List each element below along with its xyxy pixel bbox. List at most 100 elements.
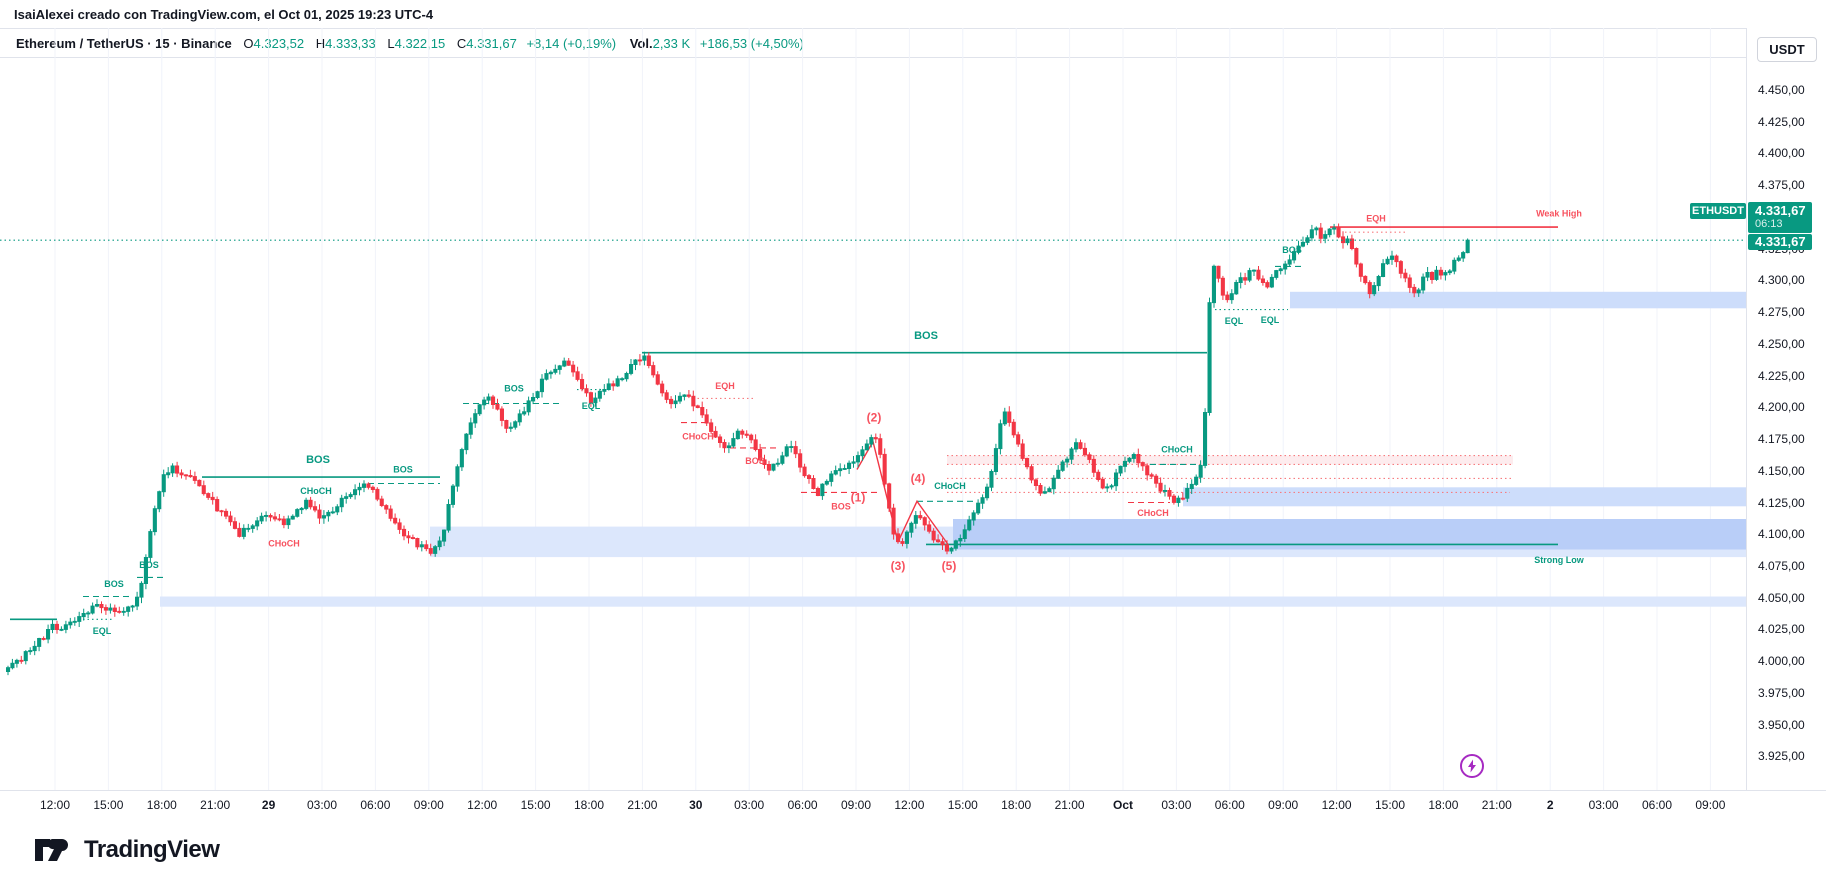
time-tick-label: 15:00 xyxy=(520,798,551,812)
symbol-title[interactable]: Ethereum / TetherUS · 15 · Binance xyxy=(16,36,232,51)
price-tick-label: 4.000,00 xyxy=(1758,654,1805,669)
tradingview-logo-icon xyxy=(35,839,68,861)
price-line-tag: 4.331,67 xyxy=(1748,234,1812,250)
time-tick-label: 03:00 xyxy=(306,798,338,812)
low-label: L xyxy=(387,36,395,51)
chart-canvas[interactable]: BOS EQL BOS BOS CHoCH CHoCH BOS BOS EQL EQH CHoCH B… xyxy=(0,28,1746,790)
symbol-price-tag: ETHUSDT xyxy=(1690,203,1746,219)
price-tick-label: 4.225,00 xyxy=(1758,368,1805,383)
time-tick-label: 21:00 xyxy=(1481,798,1512,812)
price-axis[interactable]: 4.450,004.425,004.400,004.375,004.350,00… xyxy=(1746,28,1826,790)
price-tick-label: 4.075,00 xyxy=(1758,558,1805,573)
price-tick-label: 4.425,00 xyxy=(1758,114,1805,129)
svg-text:BOS: BOS xyxy=(745,456,765,466)
time-tick-label: 21:00 xyxy=(200,798,231,812)
svg-text:CHoCH: CHoCH xyxy=(682,432,714,442)
flash-icon[interactable] xyxy=(1460,754,1484,778)
time-tick-label: 09:00 xyxy=(413,798,444,812)
time-tick-label: 30 xyxy=(689,798,703,812)
svg-text:BOS: BOS xyxy=(504,383,524,393)
time-tick-label: 21:00 xyxy=(627,798,658,812)
time-tick-label: 09:00 xyxy=(840,798,872,812)
price-tick-label: 4.150,00 xyxy=(1758,463,1805,478)
currency-toggle-button[interactable]: USDT xyxy=(1757,37,1817,62)
price-tick-label: 4.300,00 xyxy=(1758,273,1805,288)
price-tick-label: 3.925,00 xyxy=(1758,749,1805,764)
time-tick-label: 06:00 xyxy=(1214,798,1245,812)
svg-text:EQH: EQH xyxy=(1366,213,1386,223)
svg-text:EQL: EQL xyxy=(93,626,112,636)
svg-text:CHoCH: CHoCH xyxy=(1137,508,1169,518)
high-value: 4.333,33 xyxy=(325,36,376,51)
volume-value: 2,33 K xyxy=(652,36,691,51)
svg-text:BOS: BOS xyxy=(914,330,938,342)
price-tick-label: 3.950,00 xyxy=(1758,717,1805,732)
structure-lines[interactable] xyxy=(10,226,1558,621)
svg-text:CHoCH: CHoCH xyxy=(268,538,300,548)
time-tick-label: 06:00 xyxy=(1641,798,1673,812)
time-tick-label: 03:00 xyxy=(1588,798,1619,812)
time-tick-label: 03:00 xyxy=(1161,798,1192,812)
price-tick-label: 4.125,00 xyxy=(1758,495,1805,510)
svg-text:CHoCH: CHoCH xyxy=(1161,444,1193,454)
svg-text:BOS: BOS xyxy=(393,465,413,475)
price-tick-label: 4.050,00 xyxy=(1758,590,1805,605)
svg-text:EQL: EQL xyxy=(582,401,601,411)
time-tick-label: 06:00 xyxy=(787,798,818,812)
time-tick-label: 15:00 xyxy=(947,798,978,812)
annotation-labels: BOS EQL BOS BOS CHoCH CHoCH BOS BOS EQL EQH CHoCH B… xyxy=(93,208,1585,636)
time-tick-label: 18:00 xyxy=(1001,798,1032,812)
attribution-text: IsaiAlexei creado con TradingView.com, e… xyxy=(14,7,434,22)
last-price-value: 4.331,67 xyxy=(1755,203,1806,218)
svg-text:EQL: EQL xyxy=(1225,316,1244,326)
svg-text:BOS: BOS xyxy=(831,502,851,512)
time-tick-label: 29 xyxy=(261,798,276,812)
svg-text:(2): (2) xyxy=(867,411,882,425)
time-tick-label: 12:00 xyxy=(894,798,925,812)
time-tick-label: 21:00 xyxy=(1054,798,1085,812)
time-axis[interactable]: 12:00 15:00 18:00 21:00 29 03:00 06:00 09:00 12:… xyxy=(0,790,1826,822)
time-tick-label: 12:00 xyxy=(39,798,71,812)
time-tick-label: 12:00 xyxy=(1321,798,1352,812)
close-value: 4.331,67 xyxy=(466,36,517,51)
price-tick-label: 4.025,00 xyxy=(1758,622,1805,637)
time-tick-label: 18:00 xyxy=(573,798,605,812)
tradingview-logo-text: TradingView xyxy=(84,836,220,863)
time-tick-label: 03:00 xyxy=(734,798,765,812)
price-tick-label: 4.400,00 xyxy=(1758,146,1805,161)
svg-text:BOS: BOS xyxy=(1282,245,1302,255)
svg-text:(4): (4) xyxy=(911,472,926,486)
demand-zones xyxy=(160,291,1746,607)
svg-text:CHoCH: CHoCH xyxy=(300,486,332,496)
time-tick-label: 09:00 xyxy=(1695,798,1726,812)
price-tick-label: 4.450,00 xyxy=(1758,83,1805,97)
time-tick-label: 15:00 xyxy=(1374,798,1406,812)
svg-text:(1): (1) xyxy=(851,491,866,505)
price-tick-label: 4.200,00 xyxy=(1758,400,1805,415)
svg-text:BOS: BOS xyxy=(104,579,124,589)
time-tick-label: 15:00 xyxy=(93,798,124,812)
svg-text:BOS: BOS xyxy=(139,560,159,570)
candlestick-chart[interactable]: BOS EQL BOS BOS CHoCH CHoCH BOS BOS EQL EQH CHoCH B… xyxy=(0,28,1746,790)
candles-up xyxy=(6,223,1470,676)
time-tick-label: 12:00 xyxy=(467,798,498,812)
price-tick-label: 4.375,00 xyxy=(1758,178,1805,193)
svg-text:Strong Low: Strong Low xyxy=(1534,555,1584,565)
svg-text:Weak High: Weak High xyxy=(1536,208,1582,218)
price-tick-label: 4.175,00 xyxy=(1758,432,1805,447)
bar-countdown: 06:13 xyxy=(1755,218,1783,230)
supply-zone xyxy=(947,455,1513,465)
svg-text:CHoCH: CHoCH xyxy=(934,481,966,491)
time-tick-label: 09:00 xyxy=(1268,798,1299,812)
time-tick-label: 06:00 xyxy=(360,798,391,812)
last-price-tag: 4.331,67 06:13 xyxy=(1748,202,1812,233)
symbol-info-bar xyxy=(0,28,1826,58)
high-label: H xyxy=(315,36,326,51)
time-tick-label: Oct xyxy=(1112,798,1134,812)
price-tick-label: 4.250,00 xyxy=(1758,336,1805,351)
open-value: 4.323,52 xyxy=(253,36,305,51)
close-label: C xyxy=(456,36,467,51)
time-tick-label: 2 xyxy=(1546,798,1554,812)
price-tick-label: 4.100,00 xyxy=(1758,527,1805,542)
open-label: O xyxy=(243,36,254,51)
